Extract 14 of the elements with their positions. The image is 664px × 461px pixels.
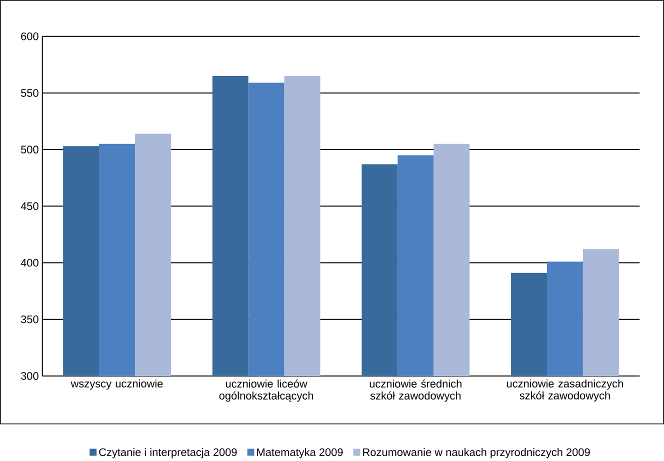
y-tick-label: 500: [21, 145, 38, 154]
y-tick-label: 450: [20, 202, 38, 210]
x-tick-label: uczniowie średnich szkół zawodowych: [370, 379, 462, 402]
x-tick-label: uczniowie liceów ogólnokształcących: [219, 379, 314, 402]
y-tick-label: 550: [21, 88, 38, 97]
y-tick-label: 300: [20, 372, 38, 380]
legend-label: Czytanie i interpretacja 2009: [99, 448, 237, 458]
y-tick-label: 400: [20, 258, 38, 266]
x-tick-label: wszyscy uczniowie: [70, 379, 163, 390]
y-tick-label: 350: [20, 315, 38, 323]
legend-label: Matematyka 2009: [257, 448, 343, 458]
legend-label: Rozumowanie w naukach przyrodniczych 2009: [363, 448, 590, 458]
y-tick-label: 600: [21, 32, 38, 40]
x-tick-label: uczniowie zasadniczych szkół zawodowych: [506, 379, 623, 402]
